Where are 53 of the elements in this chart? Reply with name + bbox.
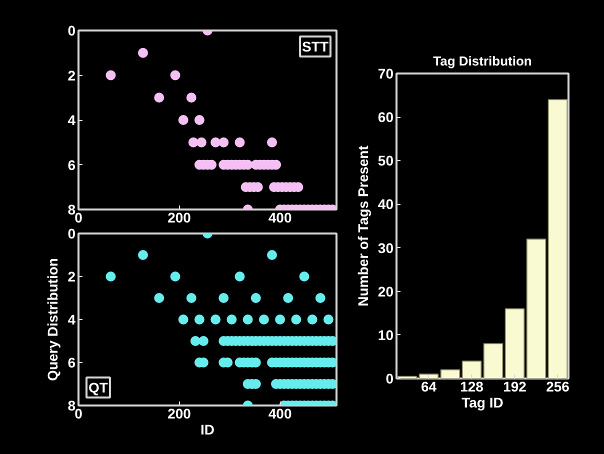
annotation: STT	[302, 38, 329, 54]
x-tick-label: 192	[503, 378, 527, 394]
point	[154, 92, 164, 103]
y-tick-label: 2	[68, 268, 76, 284]
y-tick-label: 8	[68, 398, 76, 414]
point	[188, 137, 198, 148]
bar	[440, 369, 460, 378]
bar	[397, 376, 418, 378]
point	[138, 48, 148, 58]
x-axis-title: ID	[200, 422, 214, 438]
y-tick-label: 4	[68, 112, 76, 128]
x-tick-label: 64	[420, 378, 437, 394]
x-tick-label: 200	[168, 210, 192, 226]
y-tick-label: 4	[68, 312, 76, 328]
y-tick-label: 0	[68, 226, 76, 242]
y-tick-label: 40	[378, 196, 394, 212]
y-tick-label: 2	[68, 67, 76, 84]
annotation: QT	[88, 380, 108, 396]
x-tick-label: 400	[268, 210, 292, 226]
y-tick-label: 20	[378, 283, 394, 300]
y-tick-label: 6	[68, 156, 76, 173]
point	[267, 137, 277, 148]
x-tick-label: 128	[460, 378, 484, 394]
chart-title: Tag Distribution	[433, 54, 532, 68]
point	[186, 92, 196, 103]
x-tick-label: 200	[168, 406, 192, 422]
x-tick-label: 400	[268, 406, 292, 422]
bar	[526, 238, 546, 378]
y-tick-label: 60	[378, 109, 394, 126]
y-tick-label: 6	[68, 354, 76, 370]
bar	[504, 308, 525, 378]
y-tick-label: 50	[378, 152, 394, 169]
point	[178, 115, 188, 125]
x-axis-title: Tag ID	[462, 394, 504, 410]
point	[196, 137, 206, 148]
point	[210, 137, 221, 148]
x-tick-label: 256	[546, 378, 570, 394]
point	[218, 137, 229, 148]
bar	[462, 360, 482, 378]
y-tick-label: 0	[68, 22, 76, 38]
y-tick-label: 30	[378, 240, 394, 256]
bar	[483, 343, 504, 378]
bar	[418, 374, 439, 378]
point	[194, 115, 204, 125]
y-tick-label: 10	[378, 326, 394, 343]
point	[234, 137, 245, 148]
y-tick-label: 70	[378, 66, 394, 82]
y-tick-label: 8	[68, 202, 76, 218]
point	[170, 70, 180, 80]
point	[106, 70, 116, 80]
y-axis-title: Number of Tags Present	[354, 145, 371, 306]
bar	[548, 99, 568, 378]
y-axis-title: Query Distribution	[44, 258, 61, 381]
